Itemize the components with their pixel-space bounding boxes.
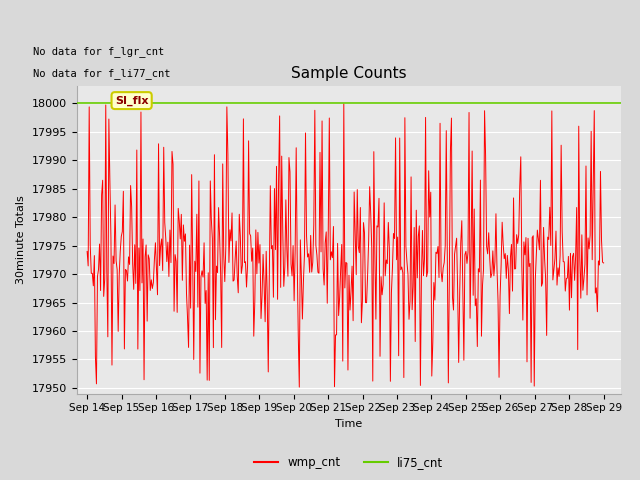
Title: Sample Counts: Sample Counts xyxy=(291,66,406,81)
X-axis label: Time: Time xyxy=(335,419,362,429)
Legend: wmp_cnt, li75_cnt: wmp_cnt, li75_cnt xyxy=(250,451,448,474)
Y-axis label: 30minute Totals: 30minute Totals xyxy=(16,196,26,284)
Text: SI_flx: SI_flx xyxy=(115,96,148,106)
Text: No data for f_lgr_cnt: No data for f_lgr_cnt xyxy=(33,47,164,58)
Text: No data for f_li77_cnt: No data for f_li77_cnt xyxy=(33,68,171,79)
